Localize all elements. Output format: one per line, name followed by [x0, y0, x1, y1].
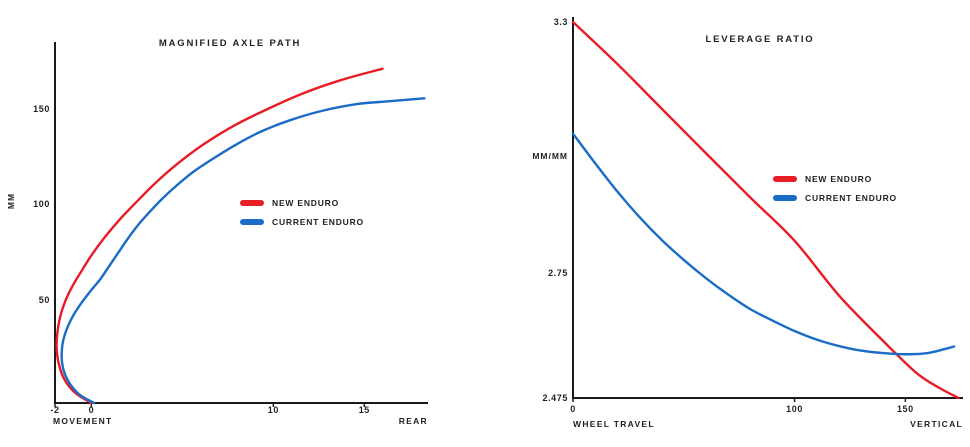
axle-path-legend: NEW ENDURO CURRENT ENDURO [240, 194, 364, 232]
legend-swatch [773, 195, 797, 201]
leverage-ratio-legend-item: CURRENT ENDURO [773, 189, 897, 208]
legend-swatch [240, 200, 264, 206]
axle-path-series-line-new-enduro [55, 67, 384, 405]
leverage-ratio-x-tick-label: 100 [786, 404, 803, 414]
legend-swatch [240, 219, 264, 225]
legend-label: CURRENT ENDURO [805, 193, 897, 203]
leverage-ratio-chart-title: LEVERAGE RATIO [705, 34, 815, 45]
legend-swatch [773, 176, 797, 182]
leverage-ratio-y-tick-label: 2.475 [542, 393, 568, 403]
axle-path-y-tick-label: 150 [33, 103, 50, 114]
leverage-ratio-legend: NEW ENDURO CURRENT ENDURO [773, 170, 897, 208]
leverage-ratio-series-line-current-enduro [571, 132, 956, 356]
legend-label: NEW ENDURO [272, 198, 340, 208]
legend-label: CURRENT ENDURO [272, 217, 364, 227]
leverage-ratio-y-tick-label: 3.3 [553, 17, 568, 27]
axle-path-x-axis-label-right: REAR [398, 416, 428, 426]
axle-path-legend-item: NEW ENDURO [240, 194, 364, 213]
axle-path-y-tick-label: 100 [33, 199, 50, 210]
leverage-ratio-x-tick-label: 150 [896, 404, 914, 414]
leverage-ratio-x-tick-label: 0 [570, 404, 576, 414]
leverage-ratio-x-axis-label-left: WHEEL TRAVEL [573, 419, 655, 429]
axle-path-x-axis-label-left: MOVEMENT [53, 416, 113, 426]
leverage-ratio-x-axis-label-right: VERTICAL [910, 419, 963, 429]
axle-path-x-tick-label: 0 [88, 405, 95, 415]
legend-label: NEW ENDURO [805, 174, 873, 184]
leverage-ratio-series-line-new-enduro [571, 20, 960, 400]
leverage-ratio-legend-item: NEW ENDURO [773, 170, 897, 189]
leverage-ratio-y-tick-label: 2.75 [548, 267, 568, 278]
axle-path-y-tick-label: 50 [38, 294, 50, 305]
axle-path-chart-title: MAGNIFIED AXLE PATH [158, 38, 302, 49]
leverage-ratio-y-axis-label: MM/MM [532, 151, 568, 161]
axle-path-x-tick-label: 15 [358, 405, 370, 415]
axle-path-x-tick-label: -2 [50, 405, 60, 415]
axle-path-x-tick-label: 10 [267, 405, 279, 415]
axle-path-legend-item: CURRENT ENDURO [240, 213, 364, 232]
axle-path-series-line-current-enduro [60, 97, 426, 405]
